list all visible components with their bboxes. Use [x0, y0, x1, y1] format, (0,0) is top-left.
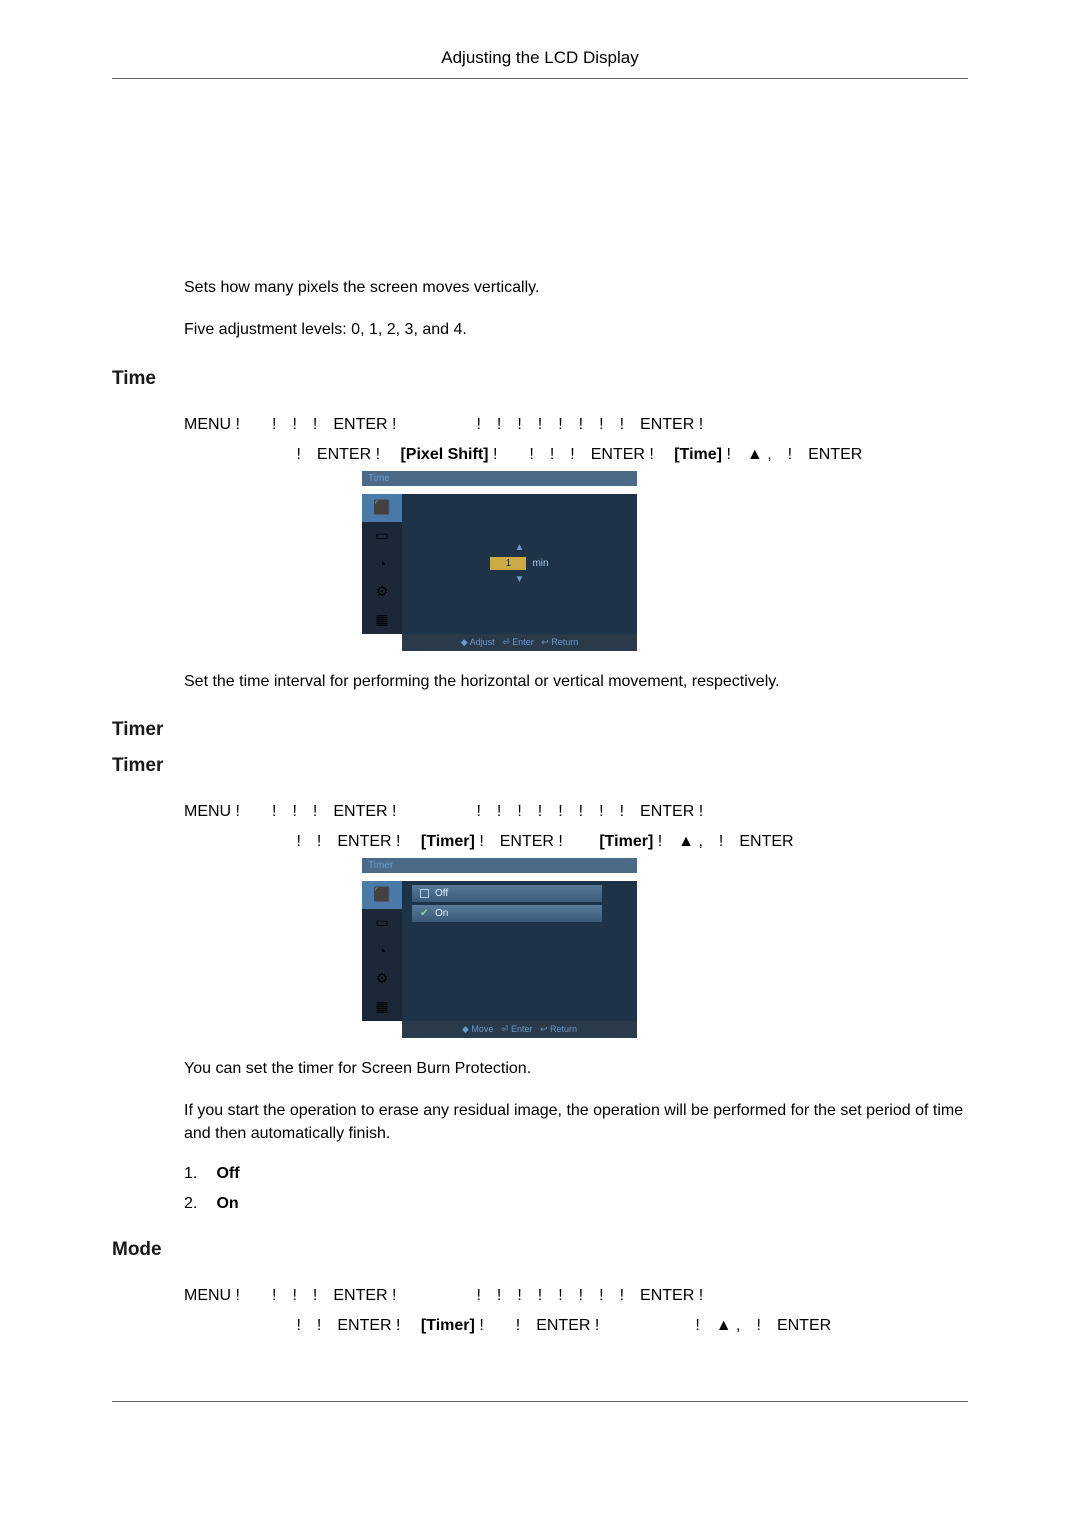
option-on: ✔ On [412, 905, 602, 922]
osd-icon-picture: ⬛ [362, 494, 402, 522]
nav-bracket-timer2: [Timer] [599, 833, 653, 850]
nav-text: ! ENTER ! [296, 446, 396, 463]
osd-icon-timer: ◔ [362, 550, 402, 578]
intro-line2: Five adjustment levels: 0, 1, 2, 3, and … [184, 319, 968, 341]
nav-text: ! ! ENTER ! [296, 833, 416, 850]
osd-screenshot-timer: ⬛ ▭ ◔ ⚙ ▦ Off ✔ On [362, 881, 637, 1021]
list-label-off: Off [216, 1165, 239, 1182]
adjust-value: 1 [490, 557, 526, 570]
osd-icon-screen: ▭ [362, 522, 402, 550]
enter-icon: ⏎ [502, 637, 512, 647]
page-title: Adjusting the LCD Display [441, 48, 638, 67]
nav-bracket-pixelshift: [Pixel Shift] [400, 446, 488, 463]
osd-time-title: Time [362, 471, 637, 486]
nav-text: MENU ! ! ! ! ENTER ! ! ! ! ! ! ! ! ! ENT… [184, 803, 703, 820]
content-area: Sets how many pixels the screen moves ve… [0, 277, 1080, 1402]
nav-bracket-timer1: [Timer] [421, 833, 475, 850]
nav-bracket-timer: [Timer] [421, 1317, 475, 1334]
list-num: 2. [184, 1195, 212, 1213]
timer-desc1: You can set the timer for Screen Burn Pr… [184, 1058, 968, 1080]
checkbox-icon [420, 889, 429, 898]
return-icon: ↩ [541, 637, 551, 647]
osd-icon-picture: ⬛ [362, 881, 402, 909]
time-nav-sequence: MENU ! ! ! ! ENTER ! ! ! ! ! ! ! ! ! ENT… [184, 410, 968, 471]
adjust-control: ▲ 1 min ▼ [412, 504, 627, 624]
return-icon: ↩ [540, 1024, 550, 1034]
enter-icon: ⏎ [501, 1024, 511, 1034]
nav-text: ! ! ENTER ! [296, 1317, 416, 1334]
option-list: Off ✔ On [412, 885, 627, 922]
osd-icon-settings: ⚙ [362, 965, 402, 993]
mode-nav-sequence: MENU ! ! ! ! ENTER ! ! ! ! ! ! ! ! ! ENT… [184, 1281, 968, 1342]
nav-text: MENU ! ! ! ! ENTER ! ! ! ! ! ! ! ! ! ENT… [184, 1287, 703, 1304]
osd-sidebar: ⬛ ▭ ◔ ⚙ ▦ [362, 494, 402, 634]
nav-text: MENU ! ! ! ! ENTER ! ! ! ! ! ! ! ! ! ENT… [184, 416, 703, 433]
diamond-icon: ◆ [461, 637, 470, 647]
list-item: 2. On [184, 1195, 968, 1213]
nav-bracket-time: [Time] [674, 446, 722, 463]
arrow-down-icon: ▼ [515, 574, 525, 585]
timer-options-list: 1. Off 2. On [184, 1165, 968, 1213]
list-num: 1. [184, 1165, 212, 1183]
timer-heading-2: Timer [112, 755, 968, 777]
osd-icon-screen: ▭ [362, 909, 402, 937]
osd-footer-timer: ◆ Move ⏎ Enter ↩ Return [402, 1021, 637, 1038]
timer-desc2: If you start the operation to erase any … [184, 1100, 968, 1145]
time-heading: Time [112, 368, 968, 390]
mode-heading: Mode [112, 1239, 968, 1261]
nav-text: ! ! ! ! ENTER ! [493, 446, 670, 463]
osd-main-panel: ▲ 1 min ▼ [402, 494, 637, 634]
intro-line1: Sets how many pixels the screen moves ve… [184, 277, 968, 299]
nav-text: ! ▲ , ! ENTER [658, 833, 794, 850]
page-header: Adjusting the LCD Display [112, 0, 968, 79]
osd-icon-multi: ▦ [362, 993, 402, 1021]
timer-heading-1: Timer [112, 719, 968, 741]
osd-timer-title: Timer [362, 858, 637, 873]
adjust-unit: min [532, 558, 548, 569]
osd-sidebar: ⬛ ▭ ◔ ⚙ ▦ [362, 881, 402, 1021]
check-icon: ✔ [420, 908, 429, 919]
timer-nav-sequence: MENU ! ! ! ! ENTER ! ! ! ! ! ! ! ! ! ENT… [184, 797, 968, 858]
time-description: Set the time interval for performing the… [184, 671, 968, 693]
arrow-up-icon: ▲ [515, 542, 525, 553]
nav-text: ! ! ENTER ! ! ▲ , ! ENTER [479, 1317, 831, 1334]
osd-main-panel: Off ✔ On [402, 881, 637, 1021]
osd-screenshot-time: ⬛ ▭ ◔ ⚙ ▦ ▲ 1 min ▼ [362, 494, 637, 634]
osd-icon-settings: ⚙ [362, 578, 402, 606]
osd-icon-multi: ▦ [362, 606, 402, 634]
osd-footer-time: ◆ Adjust ⏎ Enter ↩ Return [402, 634, 637, 651]
nav-text: ! ▲ , ! ENTER [726, 446, 862, 463]
list-label-on: On [216, 1195, 238, 1212]
diamond-icon: ◆ [462, 1024, 471, 1034]
list-item: 1. Off [184, 1165, 968, 1183]
nav-text: ! ENTER ! [479, 833, 595, 850]
osd-icon-timer: ◔ [362, 937, 402, 965]
option-off: Off [412, 885, 602, 902]
page-footer-line [112, 1342, 968, 1402]
